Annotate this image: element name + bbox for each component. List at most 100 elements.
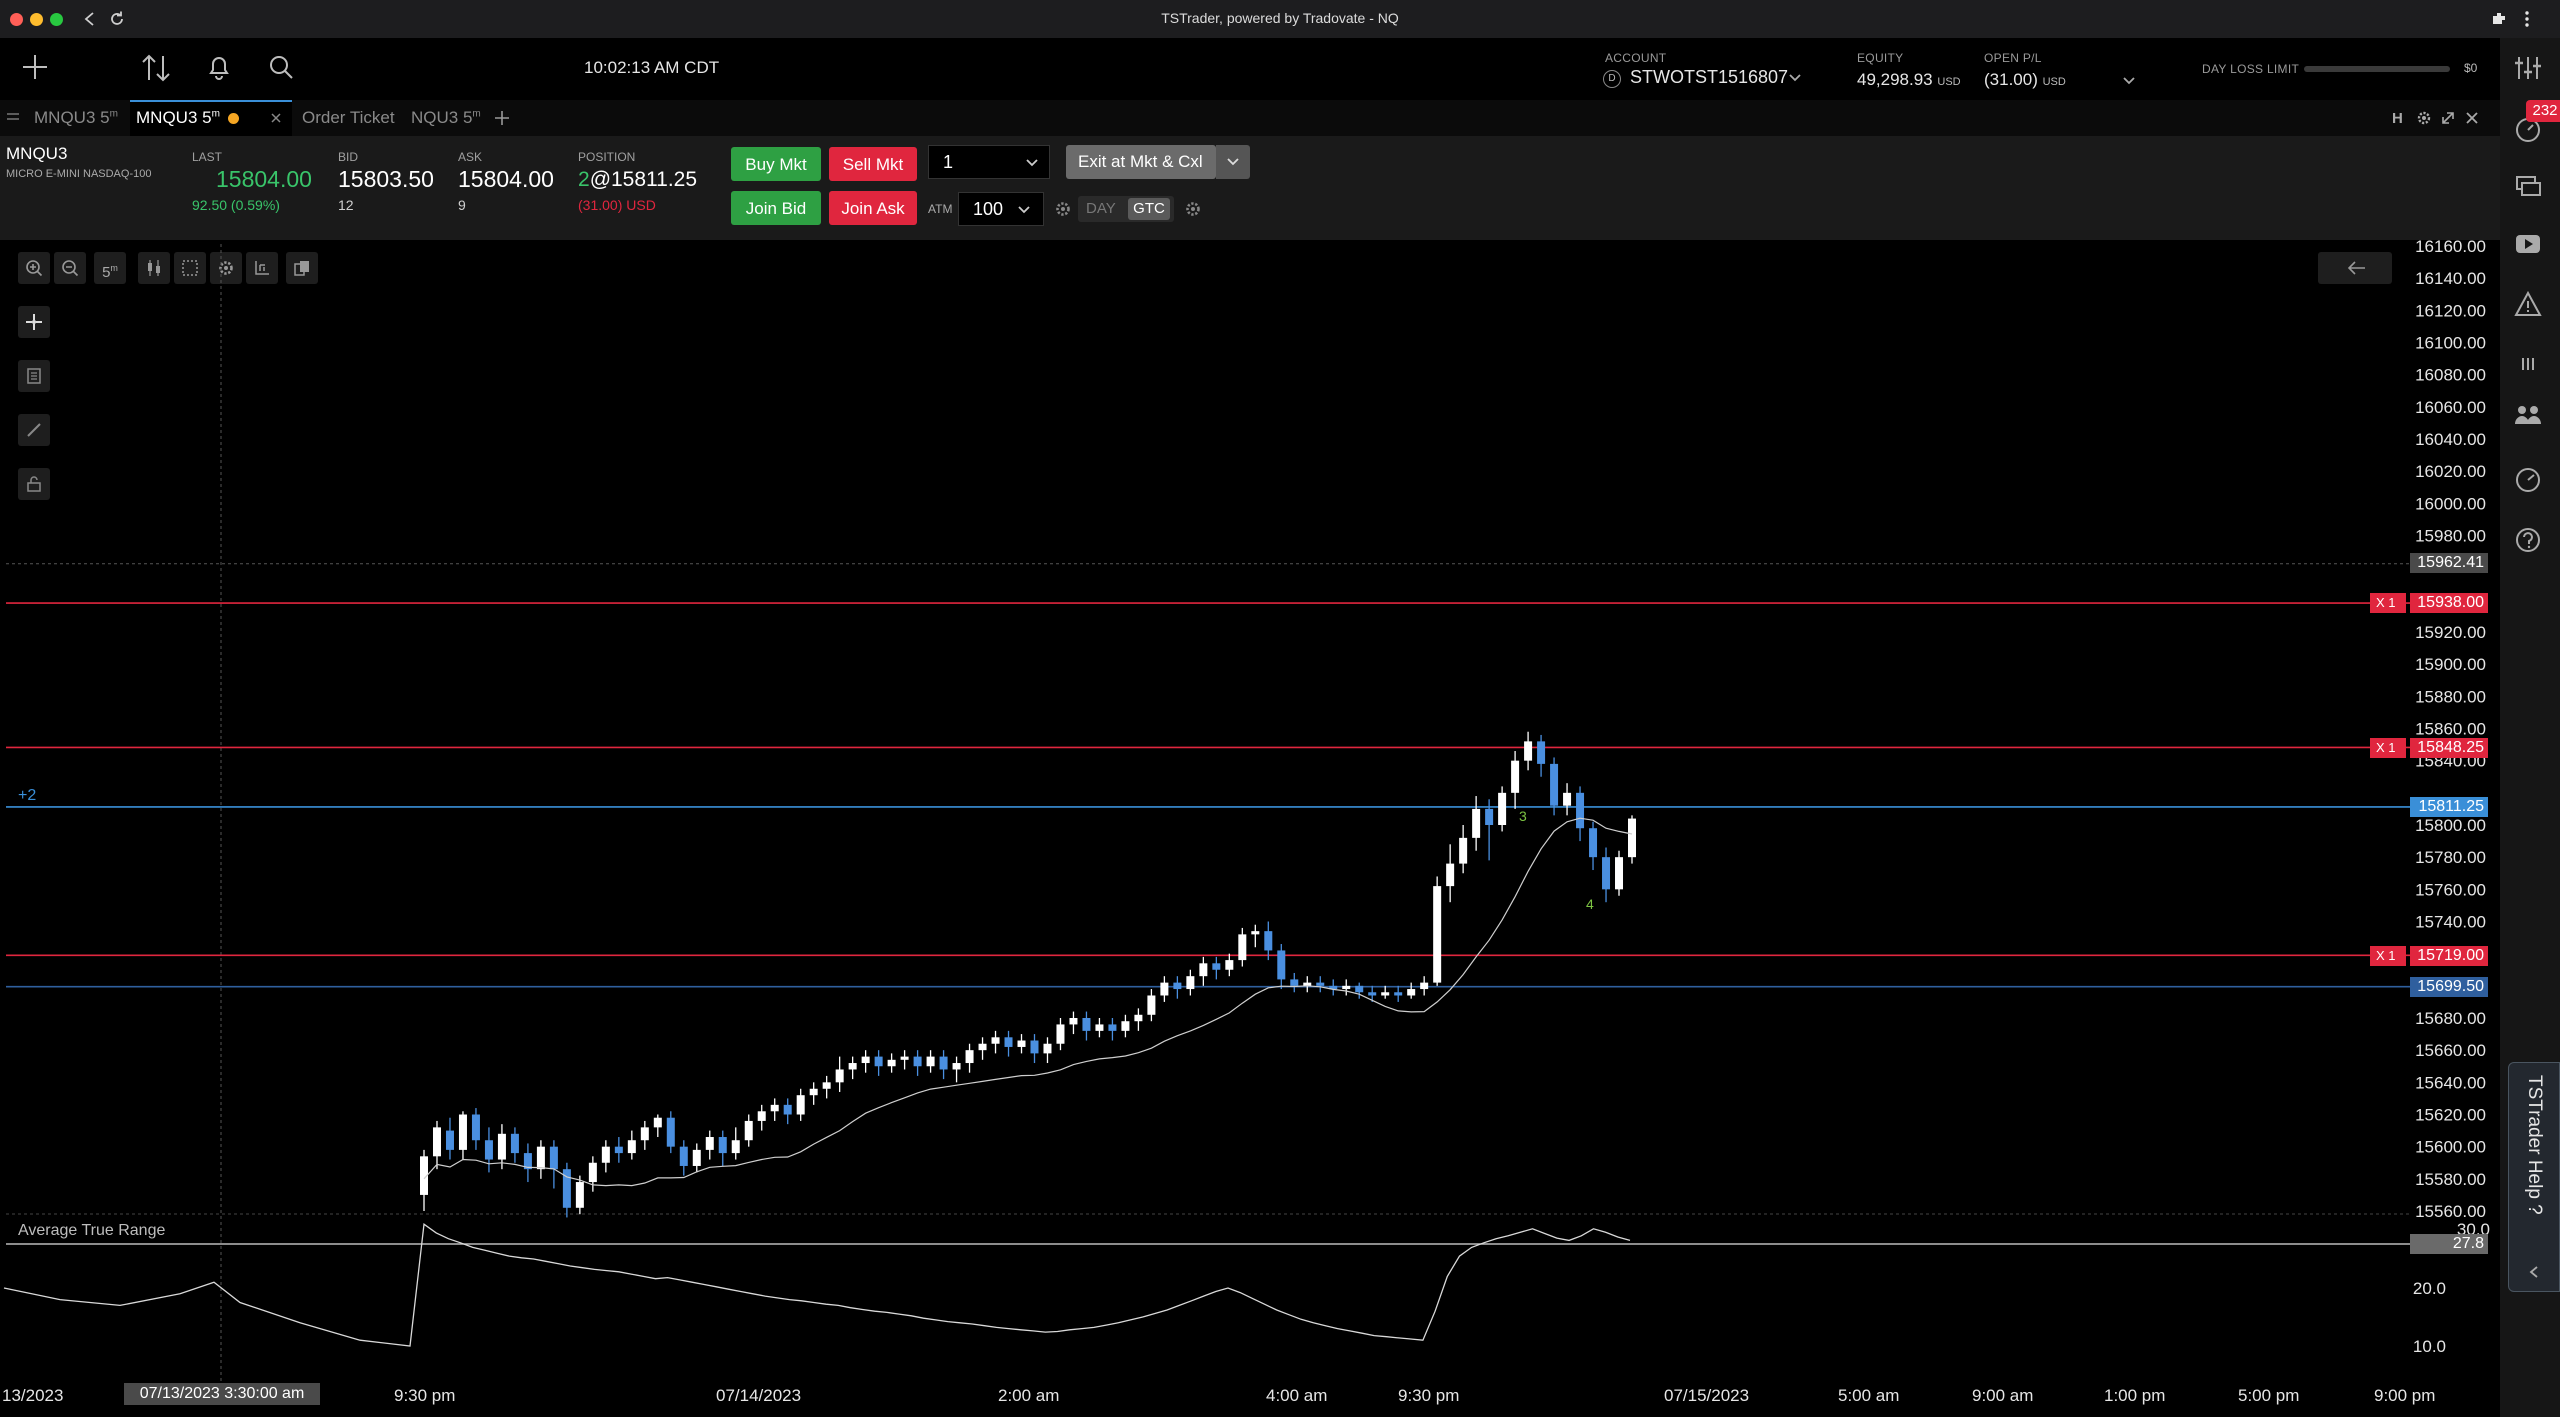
order-cancel-tag[interactable]: X 1 <box>2370 593 2406 613</box>
indicators-button[interactable] <box>246 252 278 284</box>
community-icon[interactable] <box>2514 400 2542 428</box>
atr-axis-tick: 20.0 <box>2413 1279 2446 1298</box>
scroll-to-latest-button[interactable] <box>2318 252 2392 284</box>
transfer-arrows-icon[interactable] <box>140 52 172 84</box>
candle-body <box>1381 992 1390 996</box>
minimize-window-button[interactable] <box>30 13 43 26</box>
price-axis-tick: 16120.00 <box>2415 301 2486 320</box>
templates-button[interactable] <box>286 252 318 284</box>
candle-body <box>1238 934 1247 961</box>
open-pl-chevron-icon[interactable] <box>2122 76 2136 86</box>
add-tab-icon[interactable] <box>494 110 510 126</box>
ask-price: 15804.00 <box>458 166 554 192</box>
candle-body <box>1303 982 1312 986</box>
speedometer-icon[interactable] <box>2514 466 2542 494</box>
back-icon[interactable] <box>82 11 98 27</box>
buy-market-button[interactable]: Buy Mkt <box>731 147 821 181</box>
notifications-bell-icon[interactable] <box>204 52 234 82</box>
order-price-tag: 15719.00 <box>2410 946 2488 966</box>
price-axis-tick: 16060.00 <box>2415 398 2486 417</box>
close-panel-icon[interactable] <box>2464 110 2480 126</box>
chat-icon[interactable] <box>2514 172 2542 200</box>
candle-body <box>1615 857 1624 890</box>
interval-button[interactable]: 5m <box>94 252 126 284</box>
zoom-in-button[interactable] <box>18 252 50 284</box>
sliders-icon[interactable] <box>2514 54 2542 82</box>
price-chart-svg[interactable]: 16160.00 16140.00 16120.00 16100.00 16080.00… <box>0 240 2500 1417</box>
tab-menu-icon[interactable] <box>6 112 20 122</box>
indicators-icon <box>255 261 269 275</box>
close-window-button[interactable] <box>10 13 23 26</box>
join-ask-button[interactable]: Join Ask <box>829 191 917 225</box>
tab-order-ticket[interactable]: Order Ticket <box>302 108 395 127</box>
candle-body <box>965 1050 974 1064</box>
tab-mnqu3-5m-a[interactable]: MNQU3 5m <box>34 108 118 128</box>
candle-body <box>757 1111 766 1121</box>
quantity-select[interactable]: 1 <box>928 145 1050 179</box>
warning-icon[interactable] <box>2514 290 2542 318</box>
atm-settings-gear-icon[interactable] <box>1054 200 1072 218</box>
tab-nqu3-5m[interactable]: NQU3 5m <box>411 108 481 128</box>
price-axis-tick: 15580.00 <box>2415 1170 2486 1189</box>
exit-at-market-cancel-button[interactable]: Exit at Mkt & Cxl <box>1066 145 1216 179</box>
price-axis-tick: 16160.00 <box>2415 240 2486 256</box>
candle-body <box>1056 1024 1065 1044</box>
tif-day-option[interactable]: DAY <box>1086 200 1116 217</box>
bid-price: 15803.50 <box>338 166 434 192</box>
bars-icon[interactable] <box>2514 350 2542 378</box>
order-cancel-tag[interactable]: X 1 <box>2370 946 2406 966</box>
price-axis-tick: 15560.00 <box>2415 1202 2486 1221</box>
close-tab-icon[interactable] <box>270 112 282 124</box>
interval-unit: m <box>110 263 118 273</box>
extensions-icon[interactable] <box>2490 10 2508 28</box>
selection-button[interactable] <box>174 252 206 284</box>
notes-tool-button[interactable] <box>18 360 50 392</box>
video-play-icon[interactable] <box>2514 230 2542 258</box>
order-cancel-tag[interactable]: X 1 <box>2370 738 2406 758</box>
atm-select[interactable]: 100 <box>958 192 1044 226</box>
candle-body <box>1472 808 1481 838</box>
position-value: 2@15811.25 <box>578 168 697 192</box>
tab-mnqu3-5m-active[interactable]: MNQU3 5m <box>136 108 220 128</box>
candle-body <box>822 1082 831 1089</box>
help-icon[interactable] <box>2514 526 2542 554</box>
more-icon[interactable] <box>2518 10 2536 28</box>
zoom-window-button[interactable] <box>50 13 63 26</box>
position-price-tag: 15811.25 <box>2410 797 2488 817</box>
tab-label: NQU3 5 <box>411 108 473 127</box>
lock-drawings-button[interactable] <box>18 468 50 500</box>
crosshair-price-tag: 15962.41 <box>2410 553 2488 573</box>
popout-icon[interactable] <box>2440 110 2456 126</box>
candle-body <box>1147 995 1156 1015</box>
help-tab[interactable]: TSTrader Help ? <box>2508 1062 2560 1292</box>
candle-body <box>1420 982 1429 990</box>
search-icon[interactable] <box>266 52 296 82</box>
crosshair-tool-button[interactable] <box>18 306 50 338</box>
chart-type-button[interactable] <box>138 252 170 284</box>
draw-line-tool-button[interactable] <box>18 414 50 446</box>
candle-body <box>874 1056 883 1067</box>
chevron-down-icon[interactable] <box>1788 73 1802 83</box>
exit-options-dropdown[interactable] <box>1216 145 1250 179</box>
order-tag-label: X 1 <box>2376 948 2396 963</box>
sell-market-button[interactable]: Sell Mkt <box>829 147 917 181</box>
time-axis-tick: 9:00 pm <box>2374 1386 2435 1405</box>
settings-gear-icon[interactable] <box>2416 110 2432 126</box>
tif-gtc-option[interactable]: GTC <box>1128 198 1170 220</box>
h-icon[interactable]: H <box>2392 110 2403 127</box>
price-axis-tick: 15640.00 <box>2415 1073 2486 1092</box>
add-icon[interactable] <box>20 52 50 82</box>
candle-body <box>1446 863 1455 887</box>
order-price-tag: 15938.00 <box>2410 593 2488 613</box>
order-settings-gear-icon[interactable] <box>1184 200 1202 218</box>
zoom-out-button[interactable] <box>54 252 86 284</box>
moving-average-line <box>423 817 1633 1187</box>
join-bid-button[interactable]: Join Bid <box>731 191 821 225</box>
candle-body <box>1225 960 1234 970</box>
account-selector[interactable]: STWOTST1516807 <box>1630 67 1789 87</box>
chart-area[interactable] <box>0 240 2500 1417</box>
position-label: POSITION <box>578 150 636 164</box>
reload-icon[interactable] <box>108 10 126 28</box>
price-axis-tick: 16000.00 <box>2415 494 2486 513</box>
candle-body <box>692 1149 701 1166</box>
